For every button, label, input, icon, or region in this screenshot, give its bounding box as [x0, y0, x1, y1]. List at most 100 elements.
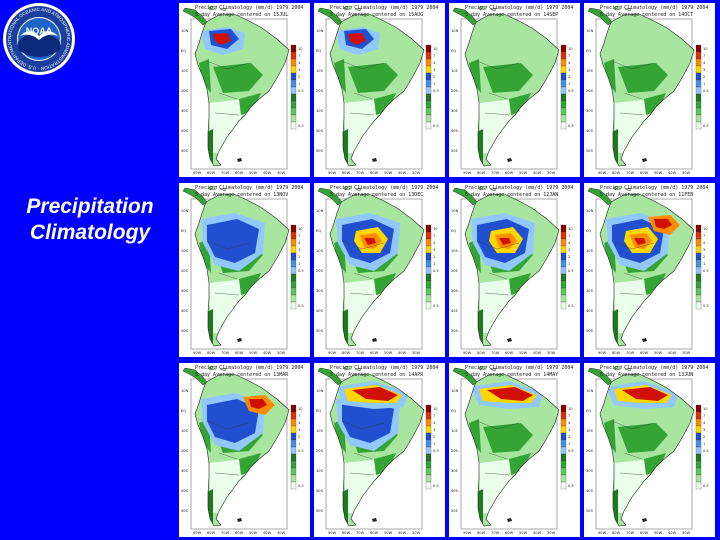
colorbar-swatch [560, 44, 567, 53]
colorbar-label: 0.5 [433, 484, 439, 488]
lon-tick-label: 60W [370, 351, 379, 355]
lon-tick-label: 80W [207, 351, 216, 355]
colorbar-swatch [695, 93, 702, 102]
lon-tick-label: 60W [640, 351, 649, 355]
colorbar-label: 0.5 [433, 124, 439, 128]
lon-tick-label: 40W [533, 351, 542, 355]
colorbar-label: 4 [298, 61, 301, 65]
lat-tick-label: 40S [181, 129, 189, 133]
lat-tick-label: 10S [451, 249, 459, 253]
colorbar-swatch [695, 114, 702, 123]
lat-tick-label: 10N [451, 389, 459, 393]
colorbar-label: 1 [703, 262, 705, 266]
colorbar-label: 0.5 [433, 269, 439, 273]
lon-tick-label: 30W [412, 171, 421, 175]
panel-subtitle: 5 day Average centered on 14SEP [465, 12, 559, 18]
colorbar-label: 2 [298, 75, 300, 79]
colorbar-swatch [290, 100, 297, 109]
panel-subtitle: 5 day Average centered on 13JUN [600, 372, 694, 378]
colorbar-label: 0.5 [298, 449, 304, 453]
colorbar-swatch [695, 439, 702, 448]
colorbar-label: 0.5 [703, 269, 709, 273]
lat-tick-label: 10N [316, 209, 324, 213]
lon-tick-label: 60W [505, 531, 514, 535]
lon-tick-label: 30W [682, 351, 691, 355]
lon-tick-label: 80W [612, 351, 621, 355]
lat-tick-label: 40S [586, 129, 594, 133]
climatology-panel: 10N EQ 10S 20S 30S 40S 50S 90W 80W 70W 60W 50W 40W 30… [314, 3, 445, 177]
colorbar-swatch [695, 252, 702, 261]
lat-tick-label: 40S [451, 309, 459, 313]
panel-subtitle: 5 day Average centered on 15JUL [195, 12, 289, 18]
colorbar-swatch [560, 245, 567, 254]
colorbar-label: 1 [298, 82, 300, 86]
colorbar-label: 2 [703, 75, 705, 79]
lon-tick-label: 90W [193, 351, 202, 355]
lon-tick-label: 30W [277, 351, 286, 355]
lat-tick-label: 20S [316, 449, 324, 453]
colorbar-swatch [425, 58, 432, 67]
colorbar-swatch [425, 404, 432, 413]
colorbar-label: 10 [568, 47, 573, 51]
colorbar-swatch [560, 411, 567, 420]
colorbar-label: 1 [703, 82, 705, 86]
panel-header: Precip. Climatology (mm/d) 1979 2004 [195, 185, 304, 191]
lat-tick-label: 20S [451, 269, 459, 273]
lon-tick-label: 30W [412, 531, 421, 535]
panel-header: Precip. Climatology (mm/d) 1979 2004 [465, 365, 574, 371]
colorbar-label: 1 [568, 262, 570, 266]
colorbar-swatch [695, 79, 702, 88]
panel-header: Precip. Climatology (mm/d) 1979 2004 [600, 365, 709, 371]
lat-tick-label: 50S [181, 149, 189, 153]
colorbar-swatch [290, 231, 297, 240]
lat-tick-label: 20S [181, 89, 189, 93]
lat-tick-label: 10N [316, 389, 324, 393]
lon-tick-label: 70W [491, 351, 500, 355]
lat-tick-label: 40S [586, 309, 594, 313]
panel-header: Precip. Climatology (mm/d) 1979 2004 [330, 365, 439, 371]
colorbar-label: 4 [433, 421, 436, 425]
panel-subtitle: 5 day Average centered on 13NOV [195, 192, 289, 198]
lon-tick-label: 90W [328, 171, 337, 175]
colorbar-swatch [290, 453, 297, 462]
colorbar-swatch [695, 266, 702, 275]
lon-tick-label: 70W [221, 171, 230, 175]
colorbar-swatch [560, 100, 567, 109]
colorbar-swatch [560, 51, 567, 60]
colorbar-swatch [560, 273, 567, 282]
colorbar-swatch [290, 245, 297, 254]
colorbar-label: 7 [433, 234, 435, 238]
colorbar-swatch [425, 439, 432, 448]
colorbar-swatch [290, 252, 297, 261]
colorbar-label: 10 [568, 407, 573, 411]
colorbar-label: 2 [703, 435, 705, 439]
lat-tick-label: 40S [181, 489, 189, 493]
lon-tick-label: 70W [626, 351, 635, 355]
colorbar-swatch [560, 460, 567, 469]
colorbar-swatch [290, 273, 297, 282]
colorbar-swatch [560, 259, 567, 268]
colorbar-label: 3 [433, 428, 435, 432]
lat-tick-label: 10N [586, 389, 594, 393]
colorbar-swatch [560, 287, 567, 296]
lon-tick-label: 60W [235, 171, 244, 175]
colorbar-label: 4 [298, 421, 301, 425]
lat-tick-label: 40S [586, 489, 594, 493]
colorbar-swatch [560, 294, 567, 303]
climatology-panel: 10N EQ 10S 20S 30S 40S 50S 90W 80W 70W 60W 50W 40W 30… [179, 3, 310, 177]
colorbar-label: 10 [298, 227, 303, 231]
colorbar-label: 3 [433, 248, 435, 252]
colorbar-swatch [425, 301, 432, 310]
colorbar-label: 0.5 [298, 124, 304, 128]
colorbar-swatch [695, 245, 702, 254]
lat-tick-label: 10N [451, 209, 459, 213]
colorbar-swatch [290, 418, 297, 427]
colorbar-swatch [425, 453, 432, 462]
lat-tick-label: 30S [586, 469, 594, 473]
lon-tick-label: 90W [598, 351, 607, 355]
colorbar-swatch [290, 432, 297, 441]
lat-tick-label: 30S [181, 109, 189, 113]
